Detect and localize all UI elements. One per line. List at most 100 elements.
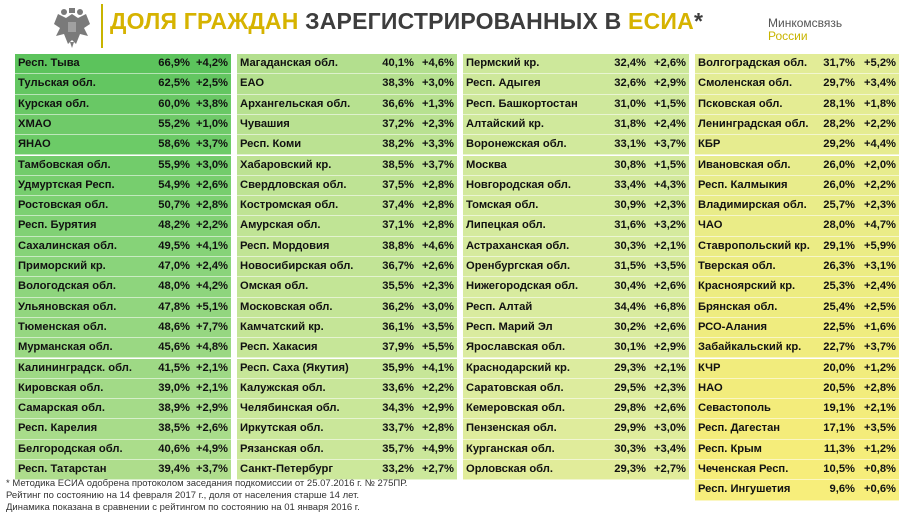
region-dynamics: +2,9% — [421, 402, 454, 415]
region-row: Псковская обл. 28,1% +1,8% — [695, 94, 899, 115]
region-share: 30,8% — [614, 158, 646, 171]
region-share: 38,9% — [158, 402, 190, 415]
region-row: Ульяновская обл. 47,8% +5,1% — [15, 297, 231, 318]
region-dynamics: +4,7% — [863, 219, 896, 232]
region-share: 33,6% — [382, 381, 414, 394]
region-share: 35,7% — [382, 442, 414, 455]
region-share: 26,0% — [823, 178, 855, 191]
region-dynamics: +2,7% — [653, 463, 686, 475]
region-share: 22,7% — [823, 341, 855, 354]
region-share: 62,5% — [158, 77, 190, 90]
region-name: Респ. Мордовия — [240, 239, 330, 252]
region-row: Вологодская обл. 48,0% +4,2% — [15, 277, 231, 298]
region-share: 31,5% — [614, 260, 646, 272]
region-name: ЧАО — [698, 219, 723, 232]
region-dynamics: +2,9% — [195, 402, 228, 415]
region-row: Томская обл. 30,9% +2,3% — [463, 196, 689, 217]
region-name: Челябинская обл. — [240, 402, 340, 415]
region-share: 32,6% — [614, 77, 646, 90]
region-dynamics: +1,2% — [863, 442, 896, 455]
region-dynamics: +4,1% — [421, 361, 454, 374]
region-share: 55,2% — [158, 117, 190, 130]
region-name: Костромская обл. — [240, 199, 339, 212]
region-name: Респ. Марий Эл — [466, 320, 553, 333]
region-dynamics: +2,7% — [421, 463, 454, 475]
region-share: 30,3% — [614, 442, 646, 455]
ministry-name: Минкомсвязь — [768, 16, 843, 30]
region-dynamics: +2,1% — [653, 361, 686, 374]
region-name: Удмуртская Респ. — [18, 178, 115, 191]
region-name: ЯНАО — [18, 138, 51, 151]
region-share: 19,1% — [823, 402, 855, 415]
region-share: 22,5% — [823, 320, 855, 333]
region-row: Краснодарский кр. 29,3% +2,1% — [463, 358, 689, 379]
region-share: 29,7% — [823, 77, 855, 90]
region-share: 39,4% — [158, 463, 190, 475]
region-share: 33,4% — [614, 178, 646, 191]
region-share: 38,8% — [382, 239, 414, 252]
region-share: 25,4% — [823, 300, 855, 313]
region-name: Кемеровская обл. — [466, 402, 566, 415]
region-name: Вологодская обл. — [18, 280, 116, 293]
title-part-1: ДОЛЯ ГРАЖДАН — [110, 8, 299, 34]
region-dynamics: +1,8% — [863, 97, 896, 110]
region-row: Респ. Адыгея 32,6% +2,9% — [463, 74, 689, 95]
region-name: Самарская обл. — [18, 402, 105, 415]
region-name: Тверская обл. — [698, 260, 776, 272]
region-dynamics: +2,9% — [653, 77, 686, 90]
region-share: 39,0% — [158, 381, 190, 394]
region-row: Саратовская обл. 29,5% +2,3% — [463, 378, 689, 400]
region-name: ХМАО — [18, 117, 52, 130]
region-dynamics: +3,7% — [863, 341, 896, 354]
region-name: Воронежская обл. — [466, 138, 567, 151]
region-name: Свердловская обл. — [240, 178, 347, 191]
region-share: 38,5% — [382, 158, 414, 171]
region-share: 41,5% — [158, 361, 190, 374]
region-share: 36,7% — [382, 260, 414, 272]
region-row: РСО-Алания 22,5% +1,6% — [695, 317, 899, 339]
region-dynamics: +3,0% — [421, 77, 454, 90]
region-share: 28,0% — [823, 219, 855, 232]
region-row: КЧР 20,0% +1,2% — [695, 358, 899, 379]
region-name: Ярославская обл. — [466, 341, 566, 354]
region-share: 29,5% — [614, 381, 646, 394]
region-dynamics: +2,1% — [195, 361, 228, 374]
region-name: Респ. Адыгея — [466, 77, 541, 90]
region-dynamics: +2,4% — [195, 260, 228, 272]
region-share: 36,1% — [382, 320, 414, 333]
region-share: 33,2% — [382, 463, 414, 475]
footnote-date: Рейтинг по состоянию на 14 февраля 2017 … — [6, 490, 360, 501]
region-share: 10,5% — [823, 463, 855, 475]
region-share: 48,2% — [158, 219, 190, 232]
region-name: Сахалинская обл. — [18, 239, 117, 252]
region-dynamics: +5,2% — [863, 57, 896, 69]
region-share: 28,2% — [823, 117, 855, 130]
region-name: КЧР — [698, 361, 721, 374]
region-row: КБР 29,2% +4,4% — [695, 135, 899, 156]
region-share: 54,9% — [158, 178, 190, 191]
region-name: Курганская обл. — [466, 442, 555, 455]
region-row: Тамбовская обл. 55,9% +3,0% — [15, 155, 231, 176]
region-dynamics: +4,4% — [863, 138, 896, 151]
title-part-2: ЗАРЕГИСТРИРОВАННЫХ В — [305, 8, 622, 34]
region-row: Санкт-Петербург 33,2% +2,7% — [237, 460, 457, 481]
region-dynamics: +2,6% — [653, 280, 686, 293]
region-row: Архангельская обл. 36,6% +1,3% — [237, 94, 457, 115]
region-share: 28,1% — [823, 97, 855, 110]
region-dynamics: +5,1% — [195, 300, 228, 313]
region-name: Ростовская обл. — [18, 199, 109, 212]
region-row: Иркутская обл. 33,7% +2,8% — [237, 419, 457, 440]
region-share: 38,5% — [158, 422, 190, 435]
region-row: Респ. Тыва 66,9% +4,2% — [15, 54, 231, 75]
region-share: 30,3% — [614, 239, 646, 252]
region-row: Москва 30,8% +1,5% — [463, 155, 689, 176]
region-dynamics: +6,8% — [653, 300, 686, 313]
region-share: 33,7% — [382, 422, 414, 435]
region-dynamics: +2,6% — [653, 320, 686, 333]
region-row: Смоленская обл. 29,7% +3,4% — [695, 74, 899, 95]
region-row: Оренбургская обл. 31,5% +3,5% — [463, 257, 689, 278]
region-row: Новгородская обл. 33,4% +4,3% — [463, 175, 689, 197]
region-dynamics: +2,8% — [421, 199, 454, 212]
region-dynamics: +2,6% — [653, 57, 686, 69]
region-name: Москва — [466, 158, 507, 171]
